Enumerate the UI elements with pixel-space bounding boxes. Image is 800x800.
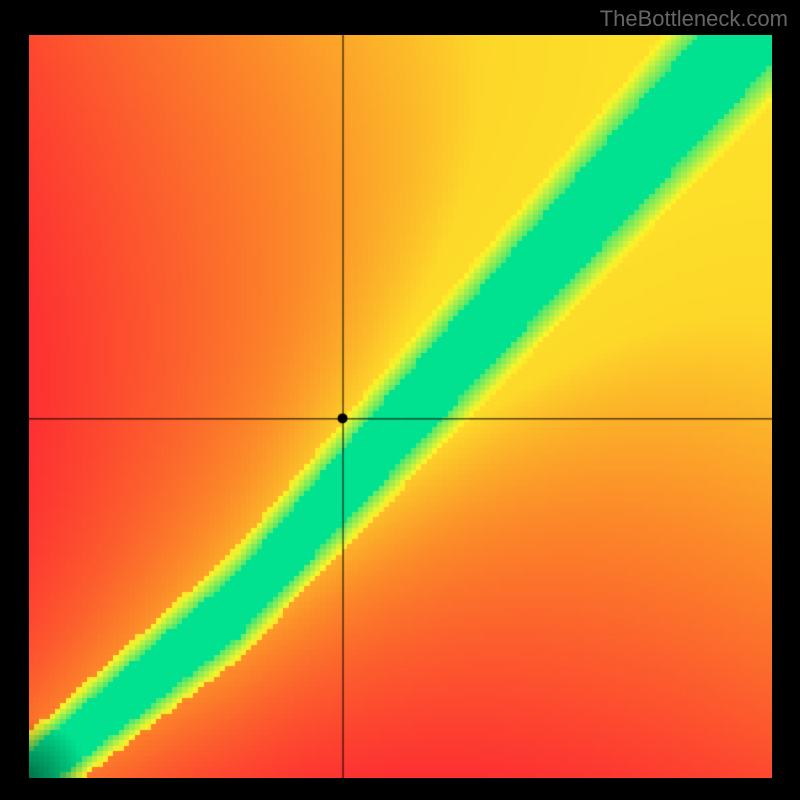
chart-container: TheBottleneck.com	[0, 0, 800, 800]
bottleneck-heatmap	[29, 35, 772, 778]
watermark-text: TheBottleneck.com	[600, 6, 788, 32]
